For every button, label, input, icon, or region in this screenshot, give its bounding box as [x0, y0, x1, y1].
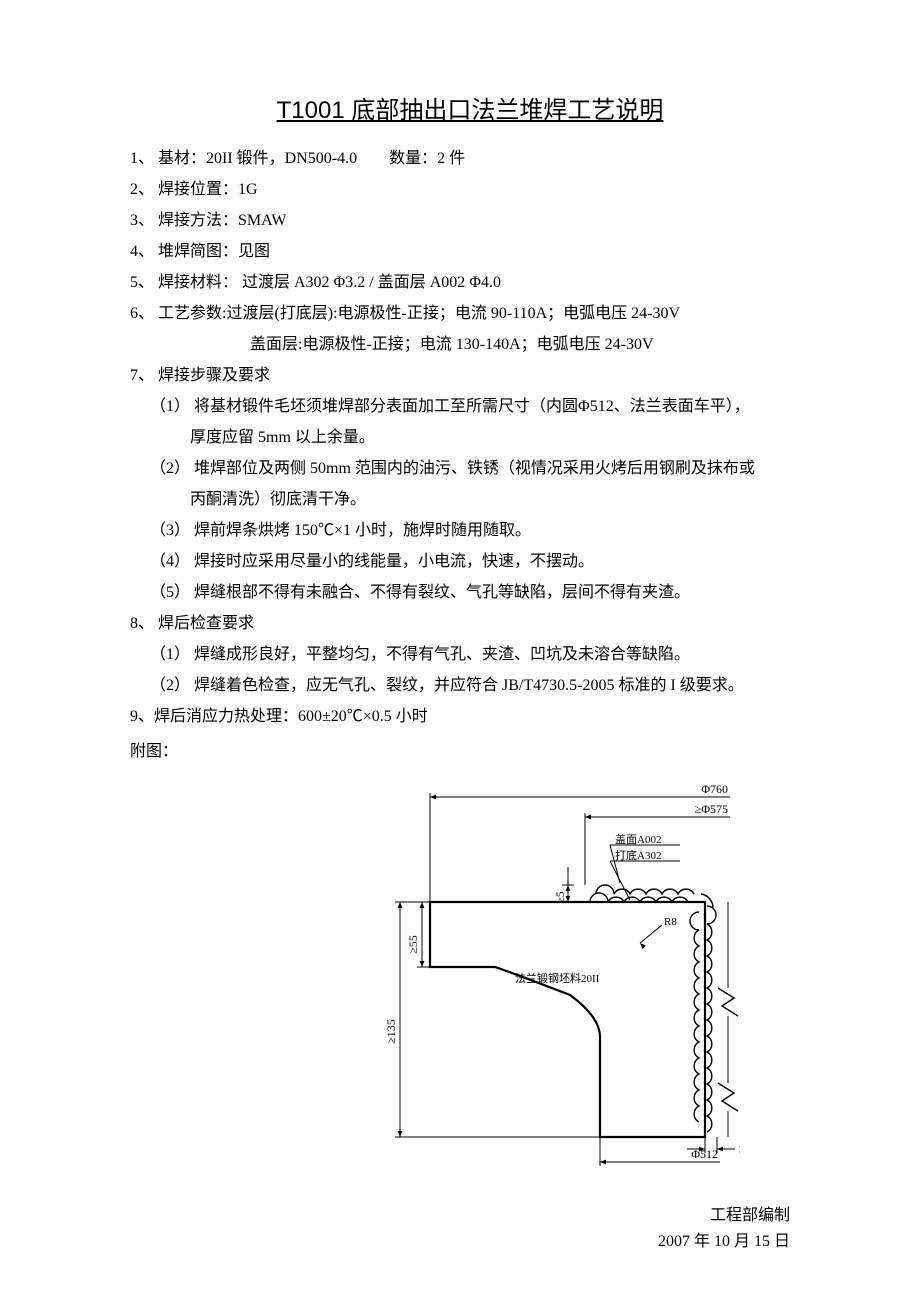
step-7-4: （4） 焊接时应采用尽量小的线能量，小电流，快速，不摆动。 [130, 546, 810, 577]
diagram-container: Φ760 ≥Φ575 盖面A002 打底A302 ≥5 ≥55 ≥135 R8 法兰锻钢坯料20… [130, 767, 810, 1197]
svg-text:法兰锻钢坯料20II: 法兰锻钢坯料20II [515, 971, 600, 985]
svg-text:≥Φ575: ≥Φ575 [695, 802, 728, 816]
item-4: 4、 堆焊简图：见图 [130, 236, 810, 267]
item-8: 8、 焊后检查要求 [130, 608, 810, 639]
item-9: 9、焊后消应力热处理：600±20℃×0.5 小时 [130, 701, 810, 732]
document-page: T1001 底部抽出口法兰堆焊工艺说明 1、 基材：20II 锻件，DN500-… [0, 0, 920, 1315]
item-3: 3、 焊接方法：SMAW [130, 205, 810, 236]
document-footer: 工程部编制 2007 年 10 月 15 日 [130, 1203, 810, 1255]
step-7-3: （3） 焊前焊条烘烤 150℃×1 小时，施焊时随用随取。 [130, 515, 810, 546]
step-8-1: （1） 焊缝成形良好，平整均匀，不得有气孔、夹渣、凹坑及未溶合等缺陷。 [130, 639, 810, 670]
item-5: 5、 焊接材料： 过渡层 A302 Φ3.2 / 盖面层 A002 Φ4.0 [130, 267, 810, 298]
item-7: 7、 焊接步骤及要求 [130, 360, 810, 391]
step-7-2-cont: 丙酮清洗）彻底清干净。 [130, 484, 810, 515]
item-6-line1: 6、 工艺参数:过渡层(打底层):电源极性-正接；电流 90-110A；电弧电压… [130, 298, 810, 329]
item-1: 1、 基材：20II 锻件，DN500-4.0 数量：2 件 [130, 143, 810, 174]
svg-text:R8: R8 [664, 916, 677, 928]
svg-text:盖面A002: 盖面A002 [615, 832, 661, 846]
step-7-5: （5） 焊缝根部不得有未融合、不得有裂纹、气孔等缺陷，层间不得有夹渣。 [130, 577, 810, 608]
flange-diagram: Φ760 ≥Φ575 盖面A002 打底A302 ≥5 ≥55 ≥135 R8 法兰锻钢坯料20… [310, 767, 740, 1197]
step-7-1: （1） 将基材锻件毛坯须堆焊部分表面加工至所需尺寸（内圆Φ512、法兰表面车平）… [130, 391, 810, 422]
svg-text:Φ512: Φ512 [691, 1147, 718, 1161]
svg-text:≥5: ≥5 [553, 891, 567, 904]
step-7-2: （2） 堆焊部位及两侧 50mm 范围内的油污、铁锈（视情况采用火烤后用钢刷及抹… [130, 453, 810, 484]
svg-text:打底A302: 打底A302 [615, 848, 661, 862]
item-6-line2: 盖面层:电源极性-正接；电流 130-140A；电弧电压 24-30V [130, 329, 810, 360]
svg-text:Φ760: Φ760 [701, 782, 728, 796]
item-2: 2、 焊接位置：1G [130, 174, 810, 205]
svg-text:≥5: ≥5 [739, 1142, 740, 1156]
footer-date: 2007 年 10 月 15 日 [130, 1229, 790, 1255]
svg-text:≥135: ≥135 [384, 1019, 398, 1044]
document-title: T1001 底部抽出口法兰堆焊工艺说明 [130, 90, 810, 125]
svg-text:≥55: ≥55 [406, 935, 420, 954]
footer-author: 工程部编制 [130, 1203, 790, 1229]
step-8-2: （2） 焊缝着色检查，应无气孔、裂纹，并应符合 JB/T4730.5-2005 … [130, 670, 810, 701]
step-7-1-cont: 厚度应留 5mm 以上余量。 [130, 422, 810, 453]
attachment-label: 附图： [130, 736, 810, 767]
